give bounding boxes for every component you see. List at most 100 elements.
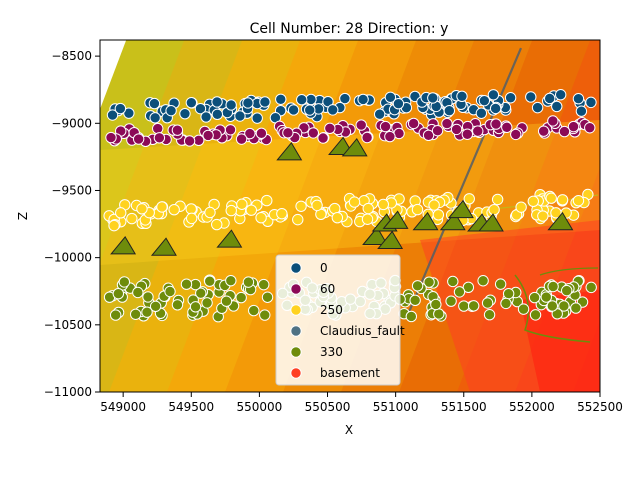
data-point-250 <box>362 202 374 215</box>
data-point-60 <box>584 122 596 134</box>
data-point-250 <box>556 194 569 206</box>
data-point-250 <box>236 198 248 210</box>
data-point-60 <box>183 135 196 147</box>
orientation-markers <box>110 136 574 256</box>
data-point-60 <box>422 129 435 141</box>
data-point-250 <box>491 193 504 206</box>
data-point-330 <box>477 275 489 287</box>
data-point-330 <box>261 291 274 303</box>
data-point-60 <box>547 115 559 127</box>
data-point-250 <box>428 199 440 211</box>
legend-label: 0 <box>320 261 328 275</box>
data-point-60 <box>355 119 367 131</box>
data-point-330 <box>225 274 237 287</box>
data-point-0 <box>194 102 207 115</box>
y-tick-label: −10000 <box>44 251 92 265</box>
data-point-330 <box>517 303 530 315</box>
data-point-250 <box>211 218 223 231</box>
data-point-0 <box>427 92 439 104</box>
data-point-330 <box>561 284 573 297</box>
data-point-60 <box>450 123 463 136</box>
data-point-330 <box>411 280 424 292</box>
data-point-60 <box>510 128 522 141</box>
data-point-60 <box>441 117 453 130</box>
data-point-60 <box>567 120 580 133</box>
data-point-0 <box>211 96 223 108</box>
data-point-330 <box>242 276 255 288</box>
data-point-0 <box>106 109 119 121</box>
orientation-marker <box>341 137 368 157</box>
data-point-60 <box>317 132 329 144</box>
data-point-330 <box>164 285 176 298</box>
data-point-0 <box>443 105 456 117</box>
data-point-330 <box>500 297 512 310</box>
data-point-60 <box>282 127 294 139</box>
data-point-60 <box>152 122 164 135</box>
data-point-330 <box>546 300 559 312</box>
data-point-330 <box>409 294 421 307</box>
data-point-330 <box>220 295 233 307</box>
data-point-330 <box>204 275 216 287</box>
legend-marker <box>290 346 302 358</box>
data-point-60 <box>202 129 214 142</box>
data-point-0 <box>585 96 597 109</box>
data-point-0 <box>149 112 161 124</box>
data-point-60 <box>537 125 550 137</box>
data-point-0 <box>572 93 585 105</box>
data-point-330 <box>540 291 552 303</box>
data-point-0 <box>304 104 316 116</box>
data-point-250 <box>245 204 258 216</box>
data-point-0 <box>287 104 300 116</box>
data-point-0 <box>185 96 198 109</box>
data-point-250 <box>488 204 500 216</box>
x-axis-label: X <box>345 423 353 437</box>
x-tick-label: 550000 <box>236 400 282 414</box>
data-point-60 <box>361 131 373 144</box>
data-point-250 <box>572 194 585 207</box>
data-point-330 <box>483 309 496 321</box>
legend-label: Claudius_fault <box>320 324 405 338</box>
orientation-marker <box>412 211 439 231</box>
data-point-0 <box>575 105 588 117</box>
data-point-330 <box>529 309 542 321</box>
data-point-330 <box>570 302 582 314</box>
data-point-250 <box>156 201 168 213</box>
data-point-0 <box>456 90 468 103</box>
data-point-250 <box>515 201 527 213</box>
orientation-marker <box>439 211 466 231</box>
orientation-marker <box>447 199 474 219</box>
legend-box <box>275 254 401 386</box>
data-point-250 <box>276 207 288 220</box>
data-point-0 <box>489 102 502 115</box>
orientation-marker <box>477 213 504 232</box>
data-point-250 <box>261 194 273 207</box>
data-point-330 <box>430 298 442 311</box>
orientation-marker <box>216 229 243 248</box>
chart-title: Cell Number: 28 Direction: y <box>250 21 449 37</box>
data-point-250 <box>311 199 323 212</box>
data-point-0 <box>275 93 287 105</box>
y-tick-label: −10500 <box>44 318 92 332</box>
contour-330-right <box>514 274 591 343</box>
legend: 0 60 250 Claudius_fault 330 basement <box>275 254 405 386</box>
x-tick-label: 551500 <box>441 400 487 414</box>
data-point-330 <box>149 300 162 313</box>
data-point-250 <box>292 213 304 226</box>
data-point-330 <box>585 281 597 294</box>
x-axis-ticks: 549000 549500 550000 550500 551000 551500 5520… <box>100 392 623 414</box>
y-tick-label: −11000 <box>44 385 92 399</box>
data-point-0 <box>327 104 339 116</box>
data-point-330 <box>405 310 418 323</box>
data-point-250 <box>432 209 445 221</box>
data-point-0 <box>234 110 246 122</box>
data-point-0 <box>543 92 556 105</box>
data-point-250 <box>377 198 390 211</box>
data-point-60 <box>324 122 336 135</box>
data-point-60 <box>472 125 484 137</box>
data-point-330 <box>447 275 459 288</box>
x-tick-label: 552500 <box>577 400 623 414</box>
data-point-60 <box>558 125 571 138</box>
data-point-0 <box>392 97 405 110</box>
data-point-250 <box>185 203 197 215</box>
data-point-330 <box>433 308 445 320</box>
